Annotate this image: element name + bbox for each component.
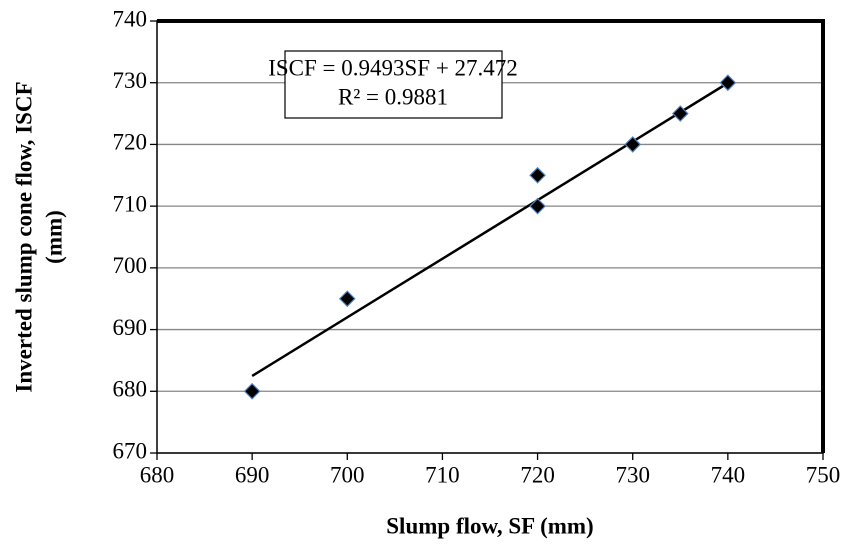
x-tick-label: 750 <box>806 462 841 487</box>
x-tick-label: 740 <box>711 462 746 487</box>
y-tick-label: 730 <box>113 68 148 93</box>
y-tick-label: 680 <box>113 377 148 402</box>
point <box>624 136 642 153</box>
point <box>243 382 261 400</box>
y-tick-label: 720 <box>113 130 148 155</box>
y-tick-label: 690 <box>113 315 148 340</box>
point <box>671 105 689 122</box>
y-tick-label: 710 <box>113 191 148 216</box>
x-tick-label: 700 <box>330 462 365 487</box>
trendline <box>251 81 729 377</box>
x-tick-label: 690 <box>235 462 270 487</box>
annotation-box <box>284 50 503 119</box>
x-tick-label: 730 <box>615 462 650 487</box>
plot-frame-shadow <box>157 19 825 453</box>
annotation: ISCF = 0.9493SF + 27.472 <box>268 55 518 80</box>
x-axis-title: Slump flow, SF (mm) <box>386 513 593 538</box>
x-tick-label: 680 <box>140 462 175 487</box>
point <box>529 197 546 215</box>
y-tick-label: 740 <box>113 6 148 31</box>
y-tick-label: 670 <box>113 438 148 463</box>
point <box>529 166 546 184</box>
point <box>719 74 737 92</box>
y-tick-label: 700 <box>113 253 148 278</box>
x-tick-label: 720 <box>520 462 555 487</box>
y-axis-title: Inverted slump cone flow, ISCF <box>11 81 36 392</box>
annotation: R² = 0.9881 <box>338 84 448 109</box>
point <box>338 290 356 308</box>
x-tick-label: 710 <box>425 462 460 487</box>
y-axis-title: (mm) <box>41 210 66 264</box>
